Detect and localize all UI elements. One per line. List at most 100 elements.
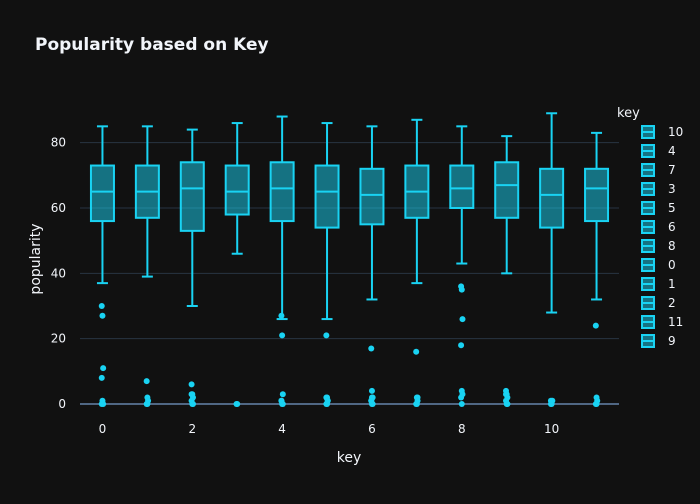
- box-key-11: [584, 131, 610, 407]
- box-series: [89, 112, 610, 407]
- y-tick-labels: 0 20 40 60 80: [51, 136, 66, 411]
- interquartile-box: [494, 161, 520, 219]
- outlier-point: [458, 286, 465, 293]
- outlier-point: [368, 394, 375, 401]
- box-key-6: [359, 125, 385, 407]
- outlier-point: [100, 365, 107, 372]
- outlier-point: [323, 332, 330, 339]
- legend-item-key-4: 4: [641, 144, 676, 158]
- outlier-point: [503, 391, 510, 398]
- outlier-point: [413, 401, 420, 407]
- legend-label: 3: [668, 182, 676, 196]
- legend-label: 1: [668, 277, 676, 291]
- interquartile-box: [539, 167, 565, 229]
- outlier-point: [504, 401, 511, 407]
- legend-item-key-3: 3: [641, 182, 676, 196]
- grid-lines: [80, 142, 619, 405]
- outlier-point: [98, 303, 105, 309]
- x-tick-label: 4: [278, 422, 286, 436]
- legend-label: 7: [668, 163, 676, 177]
- box-key-1: [134, 125, 160, 407]
- outlier-point: [414, 394, 421, 401]
- x-tick-label: 10: [544, 422, 559, 436]
- x-tick-label: 6: [368, 422, 376, 436]
- outlier-point: [189, 401, 196, 407]
- legend-item-key-1: 1: [641, 277, 676, 291]
- interquartile-box: [224, 164, 250, 216]
- legend-item-key-11: 11: [641, 315, 683, 329]
- legend-label: 9: [668, 334, 676, 348]
- outlier-point: [144, 401, 151, 407]
- legend-item-key-9: 9: [641, 334, 676, 348]
- box-key-3: [224, 122, 250, 407]
- outlier-point: [547, 397, 554, 404]
- y-axis-title: popularity: [28, 223, 44, 294]
- box-key-2: [179, 128, 205, 407]
- x-tick-label: 8: [458, 422, 466, 436]
- outlier-point: [278, 397, 285, 404]
- outlier-point: [368, 387, 375, 394]
- legend-item-key-5: 5: [641, 201, 676, 215]
- outlier-point: [323, 394, 330, 401]
- outlier-point: [458, 394, 465, 401]
- outlier-point: [234, 401, 241, 407]
- interquartile-box: [449, 164, 475, 210]
- y-tick-label: 0: [58, 397, 66, 411]
- interquartile-box: [314, 164, 340, 229]
- outlier-point: [413, 348, 420, 355]
- interquartile-box: [179, 161, 205, 232]
- legend-item-key-7: 7: [641, 163, 676, 177]
- outlier-point: [458, 342, 465, 349]
- box-key-0: [89, 125, 115, 407]
- box-key-8: [449, 125, 475, 407]
- outlier-point: [143, 378, 150, 385]
- y-tick-label: 60: [51, 201, 66, 215]
- interquartile-box: [89, 164, 115, 223]
- legend-item-key-2: 2: [641, 296, 676, 310]
- y-tick-label: 40: [51, 266, 66, 280]
- legend-label: 6: [668, 220, 676, 234]
- outlier-point: [592, 322, 599, 329]
- box-key-5: [314, 122, 340, 407]
- legend-item-key-0: 0: [641, 258, 676, 272]
- outlier-point: [98, 374, 105, 381]
- x-tick-labels: 0 2 4 6 8 10: [99, 422, 560, 436]
- legend-label: 2: [668, 296, 676, 310]
- outlier-point: [459, 316, 466, 323]
- outlier-point: [368, 345, 375, 352]
- legend-item-key-8: 8: [641, 239, 676, 253]
- y-tick-label: 80: [51, 136, 66, 150]
- outlier-point: [458, 401, 465, 407]
- interquartile-box: [584, 167, 610, 223]
- box-key-9: [494, 135, 520, 407]
- outlier-point: [593, 401, 600, 407]
- box-key-4: [269, 115, 295, 407]
- box-key-10: [539, 112, 565, 407]
- interquartile-box: [359, 167, 385, 226]
- outlier-point: [188, 381, 195, 388]
- x-tick-label: 2: [188, 422, 196, 436]
- y-tick-label: 20: [51, 332, 66, 346]
- box-key-7: [404, 118, 430, 407]
- legend: key 10 4 7 3 5 6 8 0 1 2 11 9: [617, 106, 683, 348]
- legend-label: 10: [668, 125, 683, 139]
- legend-label: 5: [668, 201, 676, 215]
- x-tick-label: 0: [99, 422, 107, 436]
- legend-title: key: [617, 106, 640, 121]
- chart-title: Popularity based on Key: [35, 35, 269, 55]
- outlier-point: [278, 312, 285, 319]
- interquartile-box: [269, 161, 295, 223]
- legend-label: 4: [668, 144, 676, 158]
- legend-item-key-10: 10: [641, 125, 683, 139]
- legend-label: 11: [668, 315, 683, 329]
- legend-item-key-6: 6: [641, 220, 676, 234]
- outlier-point: [279, 332, 286, 339]
- legend-label: 8: [668, 239, 676, 253]
- legend-label: 0: [668, 258, 676, 272]
- x-axis-title: key: [337, 450, 362, 466]
- outlier-point: [188, 391, 195, 398]
- legend-items: 10 4 7 3 5 6 8 0 1 2 11 9: [641, 125, 683, 348]
